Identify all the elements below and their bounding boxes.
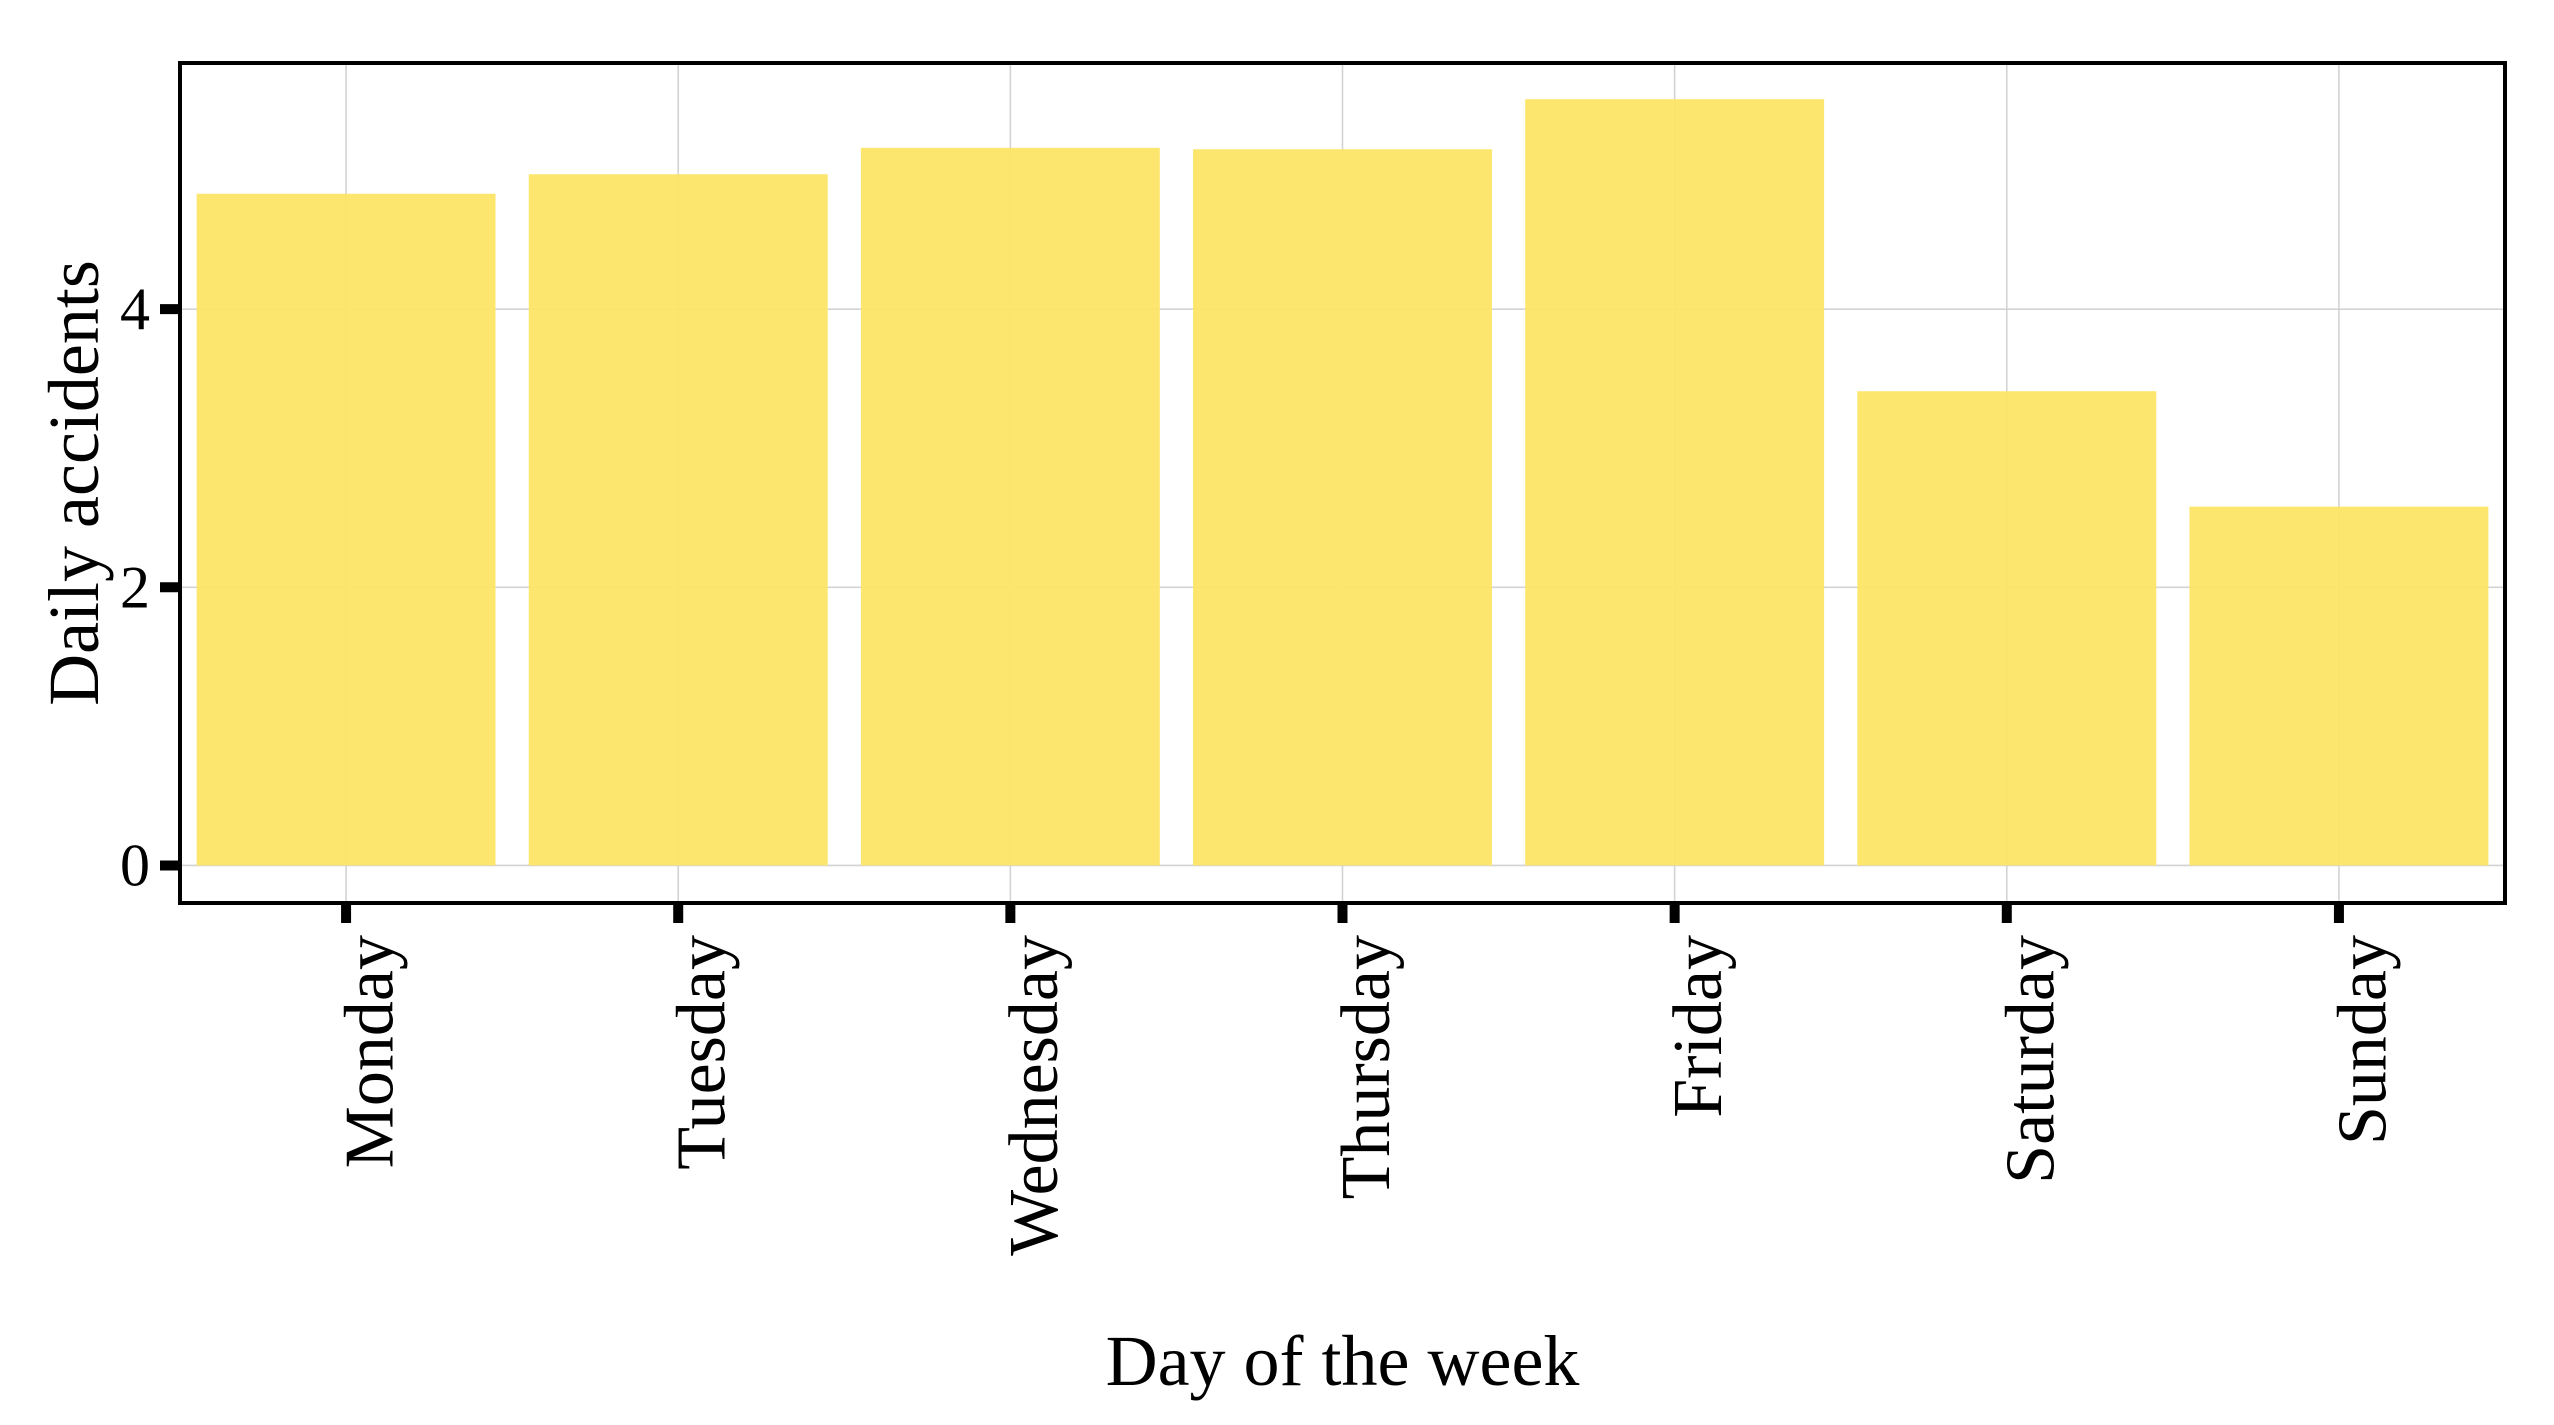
x-axis-title: Day of the week bbox=[1106, 1321, 1580, 1401]
bar-saturday bbox=[1857, 391, 2157, 866]
bar-monday bbox=[196, 193, 496, 866]
x-tick-label-friday: Friday bbox=[1660, 935, 1737, 1118]
bar-tuesday bbox=[528, 174, 828, 866]
y-tick-label: 2 bbox=[120, 554, 150, 620]
bar-thursday bbox=[1193, 149, 1492, 866]
bar-friday bbox=[1525, 99, 1825, 866]
x-tick-label-tuesday: Tuesday bbox=[664, 935, 741, 1170]
x-axis-ticks: Monday Tuesday Wednesday Thursday Friday Satu… bbox=[332, 903, 2401, 1256]
y-axis-title: Daily accidents bbox=[34, 260, 114, 706]
bar-sunday bbox=[2189, 506, 2489, 866]
x-tick-label-sunday: Sunday bbox=[2324, 935, 2401, 1145]
y-axis-ticks: 0 2 4 bbox=[120, 276, 180, 898]
y-tick-label: 4 bbox=[120, 276, 150, 342]
bar-wednesday bbox=[860, 147, 1160, 866]
y-tick-label: 0 bbox=[120, 832, 150, 898]
bars bbox=[196, 99, 2489, 866]
x-tick-label-thursday: Thursday bbox=[1328, 935, 1405, 1199]
x-tick-label-monday: Monday bbox=[332, 935, 409, 1168]
x-tick-label-saturday: Saturday bbox=[1992, 935, 2069, 1184]
x-tick-label-wednesday: Wednesday bbox=[996, 935, 1073, 1256]
